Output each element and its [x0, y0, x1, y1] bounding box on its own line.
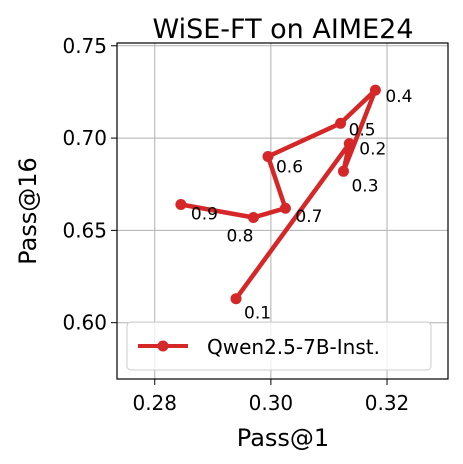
plot-area — [116, 42, 449, 380]
point-label: 0.3 — [351, 176, 378, 196]
y-tick-label: 0.75 — [62, 34, 107, 58]
data-point — [279, 202, 291, 214]
point-label: 0.6 — [276, 158, 303, 178]
y-axis-label: Pass@16 — [14, 157, 42, 265]
point-label: 0.1 — [244, 304, 271, 324]
y-tick-label: 0.65 — [62, 218, 107, 242]
data-point — [262, 151, 274, 163]
data-point — [230, 293, 242, 305]
series-line — [178, 87, 378, 301]
series-markers — [175, 84, 381, 305]
data-point — [369, 84, 381, 96]
point-label: 0.9 — [191, 205, 218, 225]
point-label: 0.2 — [359, 140, 386, 160]
x-tick-label: 0.30 — [249, 391, 294, 415]
point-label: 0.4 — [385, 87, 412, 107]
point-label: 0.5 — [349, 120, 376, 140]
point-labels: 0.1 0.2 0.3 0.4 0.5 0.6 0.7 0.8 0.9 — [191, 87, 413, 324]
y-tick-label: 0.70 — [62, 126, 107, 150]
data-point — [175, 199, 187, 211]
legend-box — [126, 321, 432, 371]
x-tick-label: 0.32 — [365, 391, 410, 415]
y-tick-label: 0.60 — [62, 311, 107, 335]
y-axis: 0.60 0.65 0.70 0.75 — [62, 34, 117, 335]
chart-title: WiSE-FT on AIME24 — [152, 14, 413, 45]
point-label: 0.8 — [226, 226, 253, 246]
series-lines — [178, 87, 378, 301]
data-point — [337, 165, 349, 177]
x-tick-label: 0.28 — [132, 391, 177, 415]
legend-label: Qwen2.5-7B-Inst. — [207, 335, 380, 359]
x-axis-label: Pass@1 — [237, 424, 329, 452]
data-point — [343, 138, 355, 150]
legend: Qwen2.5-7B-Inst. — [126, 321, 432, 371]
legend-marker-swatch — [157, 340, 169, 352]
point-label: 0.7 — [295, 207, 322, 227]
data-point — [247, 211, 259, 223]
x-axis: 0.28 0.30 0.32 — [132, 379, 409, 415]
data-point — [335, 117, 347, 129]
